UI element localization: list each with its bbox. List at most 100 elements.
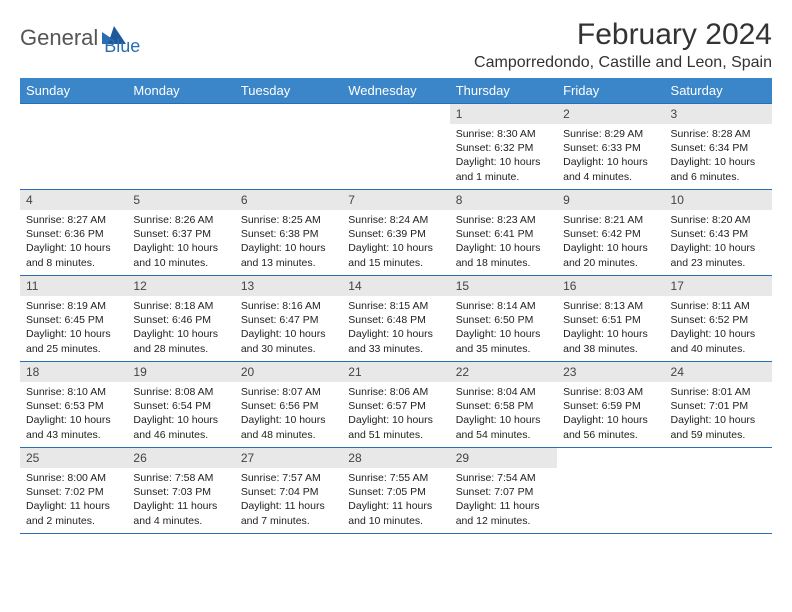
day-number: 28 <box>342 448 449 468</box>
calendar-cell: 18Sunrise: 8:10 AMSunset: 6:53 PMDayligh… <box>20 362 127 448</box>
day-info: Sunrise: 8:19 AMSunset: 6:45 PMDaylight:… <box>20 296 127 361</box>
calendar-cell: 2Sunrise: 8:29 AMSunset: 6:33 PMDaylight… <box>557 104 664 190</box>
day-info: Sunrise: 8:24 AMSunset: 6:39 PMDaylight:… <box>342 210 449 275</box>
day-info: Sunrise: 8:27 AMSunset: 6:36 PMDaylight:… <box>20 210 127 275</box>
day-info: Sunrise: 8:04 AMSunset: 6:58 PMDaylight:… <box>450 382 557 447</box>
calendar-cell <box>20 104 127 190</box>
day-info: Sunrise: 8:14 AMSunset: 6:50 PMDaylight:… <box>450 296 557 361</box>
day-info: Sunrise: 8:25 AMSunset: 6:38 PMDaylight:… <box>235 210 342 275</box>
weekday-header: Friday <box>557 78 664 104</box>
calendar-body: 1Sunrise: 8:30 AMSunset: 6:32 PMDaylight… <box>20 104 772 534</box>
logo-text-blue: Blue <box>104 36 140 57</box>
day-info: Sunrise: 8:30 AMSunset: 6:32 PMDaylight:… <box>450 124 557 189</box>
calendar-cell: 28Sunrise: 7:55 AMSunset: 7:05 PMDayligh… <box>342 448 449 534</box>
day-number: 18 <box>20 362 127 382</box>
calendar-cell: 9Sunrise: 8:21 AMSunset: 6:42 PMDaylight… <box>557 190 664 276</box>
day-number: 17 <box>665 276 772 296</box>
day-info: Sunrise: 8:21 AMSunset: 6:42 PMDaylight:… <box>557 210 664 275</box>
day-number: 4 <box>20 190 127 210</box>
day-number: 22 <box>450 362 557 382</box>
calendar-cell: 27Sunrise: 7:57 AMSunset: 7:04 PMDayligh… <box>235 448 342 534</box>
calendar-cell: 8Sunrise: 8:23 AMSunset: 6:41 PMDaylight… <box>450 190 557 276</box>
calendar-cell <box>665 448 772 534</box>
day-number: 12 <box>127 276 234 296</box>
calendar-cell: 24Sunrise: 8:01 AMSunset: 7:01 PMDayligh… <box>665 362 772 448</box>
day-number: 27 <box>235 448 342 468</box>
title-block: February 2024 Camporredondo, Castille an… <box>474 18 772 78</box>
day-number: 1 <box>450 104 557 124</box>
day-info: Sunrise: 8:20 AMSunset: 6:43 PMDaylight:… <box>665 210 772 275</box>
day-info: Sunrise: 7:54 AMSunset: 7:07 PMDaylight:… <box>450 468 557 533</box>
day-number: 10 <box>665 190 772 210</box>
day-info: Sunrise: 7:55 AMSunset: 7:05 PMDaylight:… <box>342 468 449 533</box>
calendar-cell <box>342 104 449 190</box>
day-number: 14 <box>342 276 449 296</box>
calendar-cell: 14Sunrise: 8:15 AMSunset: 6:48 PMDayligh… <box>342 276 449 362</box>
calendar-cell: 19Sunrise: 8:08 AMSunset: 6:54 PMDayligh… <box>127 362 234 448</box>
calendar-cell: 7Sunrise: 8:24 AMSunset: 6:39 PMDaylight… <box>342 190 449 276</box>
calendar-table: SundayMondayTuesdayWednesdayThursdayFrid… <box>20 78 772 534</box>
calendar-cell: 5Sunrise: 8:26 AMSunset: 6:37 PMDaylight… <box>127 190 234 276</box>
header: General Blue February 2024 Camporredondo… <box>20 18 772 78</box>
day-info: Sunrise: 8:08 AMSunset: 6:54 PMDaylight:… <box>127 382 234 447</box>
calendar-cell: 11Sunrise: 8:19 AMSunset: 6:45 PMDayligh… <box>20 276 127 362</box>
day-number: 26 <box>127 448 234 468</box>
day-info: Sunrise: 8:07 AMSunset: 6:56 PMDaylight:… <box>235 382 342 447</box>
weekday-header: Thursday <box>450 78 557 104</box>
day-number: 9 <box>557 190 664 210</box>
calendar-cell: 17Sunrise: 8:11 AMSunset: 6:52 PMDayligh… <box>665 276 772 362</box>
weekday-header: Saturday <box>665 78 772 104</box>
location: Camporredondo, Castille and Leon, Spain <box>474 54 772 72</box>
day-number: 2 <box>557 104 664 124</box>
day-number: 11 <box>20 276 127 296</box>
calendar-cell: 10Sunrise: 8:20 AMSunset: 6:43 PMDayligh… <box>665 190 772 276</box>
day-number: 24 <box>665 362 772 382</box>
logo-text-general: General <box>20 25 98 51</box>
weekday-header: Tuesday <box>235 78 342 104</box>
day-number: 21 <box>342 362 449 382</box>
weekday-header: Wednesday <box>342 78 449 104</box>
logo: General Blue <box>20 18 140 57</box>
day-info: Sunrise: 8:01 AMSunset: 7:01 PMDaylight:… <box>665 382 772 447</box>
day-info: Sunrise: 8:13 AMSunset: 6:51 PMDaylight:… <box>557 296 664 361</box>
calendar-cell: 22Sunrise: 8:04 AMSunset: 6:58 PMDayligh… <box>450 362 557 448</box>
day-info: Sunrise: 8:23 AMSunset: 6:41 PMDaylight:… <box>450 210 557 275</box>
day-info: Sunrise: 8:06 AMSunset: 6:57 PMDaylight:… <box>342 382 449 447</box>
day-number: 5 <box>127 190 234 210</box>
calendar-cell: 26Sunrise: 7:58 AMSunset: 7:03 PMDayligh… <box>127 448 234 534</box>
day-info: Sunrise: 8:29 AMSunset: 6:33 PMDaylight:… <box>557 124 664 189</box>
day-info: Sunrise: 8:00 AMSunset: 7:02 PMDaylight:… <box>20 468 127 533</box>
day-number: 6 <box>235 190 342 210</box>
calendar-cell: 21Sunrise: 8:06 AMSunset: 6:57 PMDayligh… <box>342 362 449 448</box>
day-info: Sunrise: 8:26 AMSunset: 6:37 PMDaylight:… <box>127 210 234 275</box>
day-info: Sunrise: 7:58 AMSunset: 7:03 PMDaylight:… <box>127 468 234 533</box>
calendar-cell <box>127 104 234 190</box>
day-info: Sunrise: 8:15 AMSunset: 6:48 PMDaylight:… <box>342 296 449 361</box>
calendar-cell: 1Sunrise: 8:30 AMSunset: 6:32 PMDaylight… <box>450 104 557 190</box>
calendar-cell <box>235 104 342 190</box>
day-info: Sunrise: 8:11 AMSunset: 6:52 PMDaylight:… <box>665 296 772 361</box>
calendar-cell: 6Sunrise: 8:25 AMSunset: 6:38 PMDaylight… <box>235 190 342 276</box>
day-number: 16 <box>557 276 664 296</box>
calendar-cell: 20Sunrise: 8:07 AMSunset: 6:56 PMDayligh… <box>235 362 342 448</box>
day-number: 15 <box>450 276 557 296</box>
calendar-cell: 4Sunrise: 8:27 AMSunset: 6:36 PMDaylight… <box>20 190 127 276</box>
day-number: 23 <box>557 362 664 382</box>
calendar-cell: 16Sunrise: 8:13 AMSunset: 6:51 PMDayligh… <box>557 276 664 362</box>
day-info: Sunrise: 8:16 AMSunset: 6:47 PMDaylight:… <box>235 296 342 361</box>
day-info: Sunrise: 7:57 AMSunset: 7:04 PMDaylight:… <box>235 468 342 533</box>
day-number: 19 <box>127 362 234 382</box>
day-number: 3 <box>665 104 772 124</box>
weekday-header: Sunday <box>20 78 127 104</box>
day-number: 20 <box>235 362 342 382</box>
calendar-header-row: SundayMondayTuesdayWednesdayThursdayFrid… <box>20 78 772 104</box>
day-info: Sunrise: 8:03 AMSunset: 6:59 PMDaylight:… <box>557 382 664 447</box>
day-number: 13 <box>235 276 342 296</box>
calendar-cell: 29Sunrise: 7:54 AMSunset: 7:07 PMDayligh… <box>450 448 557 534</box>
day-info: Sunrise: 8:28 AMSunset: 6:34 PMDaylight:… <box>665 124 772 189</box>
calendar-cell: 25Sunrise: 8:00 AMSunset: 7:02 PMDayligh… <box>20 448 127 534</box>
calendar-cell: 15Sunrise: 8:14 AMSunset: 6:50 PMDayligh… <box>450 276 557 362</box>
calendar-cell: 3Sunrise: 8:28 AMSunset: 6:34 PMDaylight… <box>665 104 772 190</box>
day-info: Sunrise: 8:10 AMSunset: 6:53 PMDaylight:… <box>20 382 127 447</box>
day-number: 25 <box>20 448 127 468</box>
